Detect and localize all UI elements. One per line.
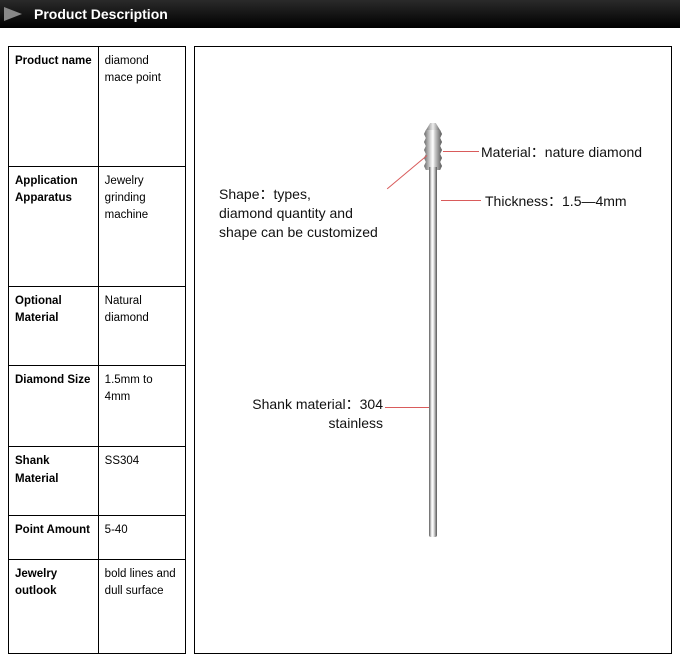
callout-shape: Shape：types, diamond quantity and shape … — [219, 185, 378, 242]
spec-label: Product name — [9, 47, 99, 167]
table-row: Application Apparatus Jewelry grinding m… — [9, 166, 186, 286]
table-row: Optional Material Natural diamond — [9, 286, 186, 365]
spec-value: SS304 — [98, 447, 185, 516]
leader-line — [443, 151, 479, 152]
spec-label: Application Apparatus — [9, 166, 99, 286]
section-header: Product Description — [0, 0, 680, 28]
chevron-right-icon — [4, 7, 22, 21]
leader-line — [387, 155, 427, 189]
callout-shape-text: Shape：types, diamond quantity and shape … — [219, 186, 378, 240]
callout-material: Material：nature diamond — [481, 143, 642, 162]
spec-label: Jewelry outlook — [9, 560, 99, 654]
callout-shank-text: Shank material：304 stainless — [252, 396, 383, 431]
section-title: Product Description — [34, 6, 168, 22]
spec-value: 1.5mm to 4mm — [98, 366, 185, 447]
product-diagram: Material：nature diamond Thickness：1.5—4m… — [194, 46, 672, 654]
table-row: Shank Material SS304 — [9, 447, 186, 516]
tool-shank-icon — [429, 167, 437, 537]
tool-tip-icon — [424, 123, 442, 171]
content: Product name diamond mace point Applicat… — [0, 28, 680, 654]
spec-value: 5-40 — [98, 516, 185, 560]
table-row: Diamond Size 1.5mm to 4mm — [9, 366, 186, 447]
spec-value: bold lines and dull surface — [98, 560, 185, 654]
spec-value: Natural diamond — [98, 286, 185, 365]
callout-shank: Shank material：304 stainless — [227, 395, 383, 433]
spec-label: Point Amount — [9, 516, 99, 560]
leader-line — [385, 407, 429, 408]
spec-value: Jewelry grinding machine — [98, 166, 185, 286]
spec-label: Optional Material — [9, 286, 99, 365]
spec-label: Diamond Size — [9, 366, 99, 447]
callout-thickness: Thickness：1.5—4mm — [485, 192, 627, 211]
spec-label: Shank Material — [9, 447, 99, 516]
table-row: Jewelry outlook bold lines and dull surf… — [9, 560, 186, 654]
table-row: Product name diamond mace point — [9, 47, 186, 167]
table-row: Point Amount 5-40 — [9, 516, 186, 560]
spec-table: Product name diamond mace point Applicat… — [8, 46, 186, 654]
spec-value: diamond mace point — [98, 47, 185, 167]
leader-line — [441, 200, 481, 201]
